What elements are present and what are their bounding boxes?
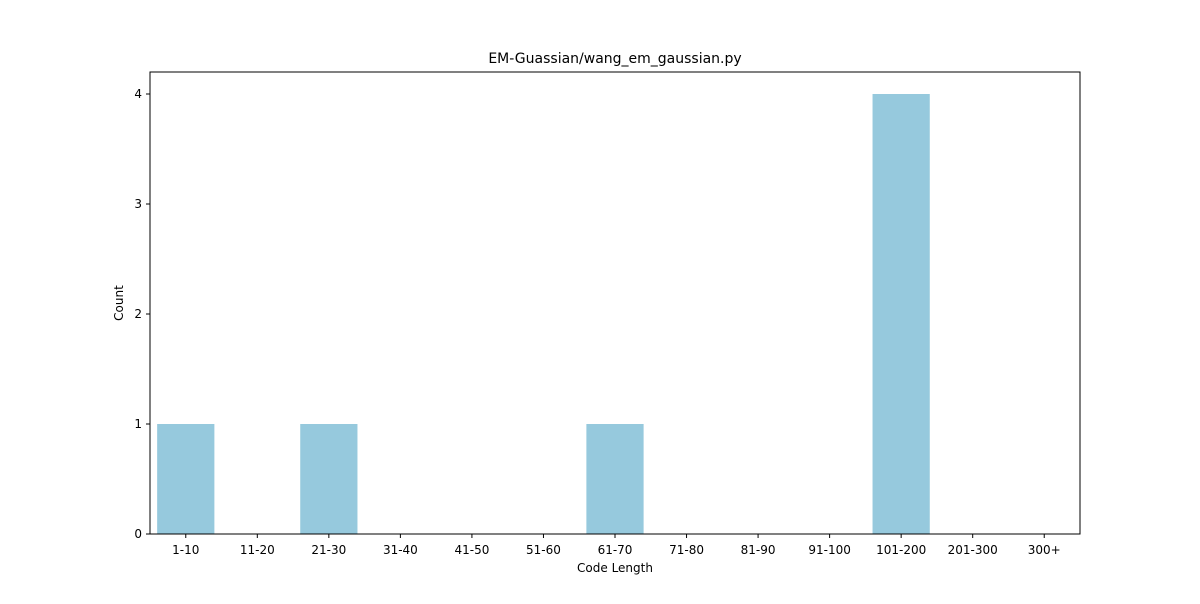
x-axis: 1-10 11-20 21-30 31-40 41-50 51-60 61-70 71-80 8… [172, 534, 1061, 557]
y-tick-label: 3 [134, 197, 142, 211]
x-tick-label: 101-200 [876, 543, 926, 557]
x-tick-label: 300+ [1028, 543, 1061, 557]
x-tick-label: 11-20 [240, 543, 275, 557]
x-tick-label: 31-40 [383, 543, 418, 557]
x-tick-label: 201-300 [948, 543, 998, 557]
y-tick-label: 4 [134, 87, 142, 101]
bars-layer [157, 94, 930, 534]
y-tick-label: 1 [134, 417, 142, 431]
x-tick-label: 71-80 [669, 543, 704, 557]
bar-21-30 [300, 424, 358, 534]
y-axis: 0 1 2 3 4 [134, 87, 150, 541]
y-axis-label: Count [112, 285, 126, 321]
bar-61-70 [586, 424, 644, 534]
bar-1-10 [157, 424, 215, 534]
y-tick-label: 0 [134, 527, 142, 541]
chart-title: EM-Guassian/wang_em_gaussian.py [488, 51, 741, 67]
x-tick-label: 41-50 [454, 543, 489, 557]
x-tick-label: 51-60 [526, 543, 561, 557]
x-tick-label: 81-90 [741, 543, 776, 557]
x-tick-label: 91-100 [808, 543, 851, 557]
x-tick-label: 1-10 [172, 543, 199, 557]
x-tick-label: 61-70 [598, 543, 633, 557]
x-tick-label: 21-30 [311, 543, 346, 557]
y-tick-label: 2 [134, 307, 142, 321]
x-axis-label: Code Length [577, 561, 653, 575]
bar-101-200 [872, 94, 930, 534]
